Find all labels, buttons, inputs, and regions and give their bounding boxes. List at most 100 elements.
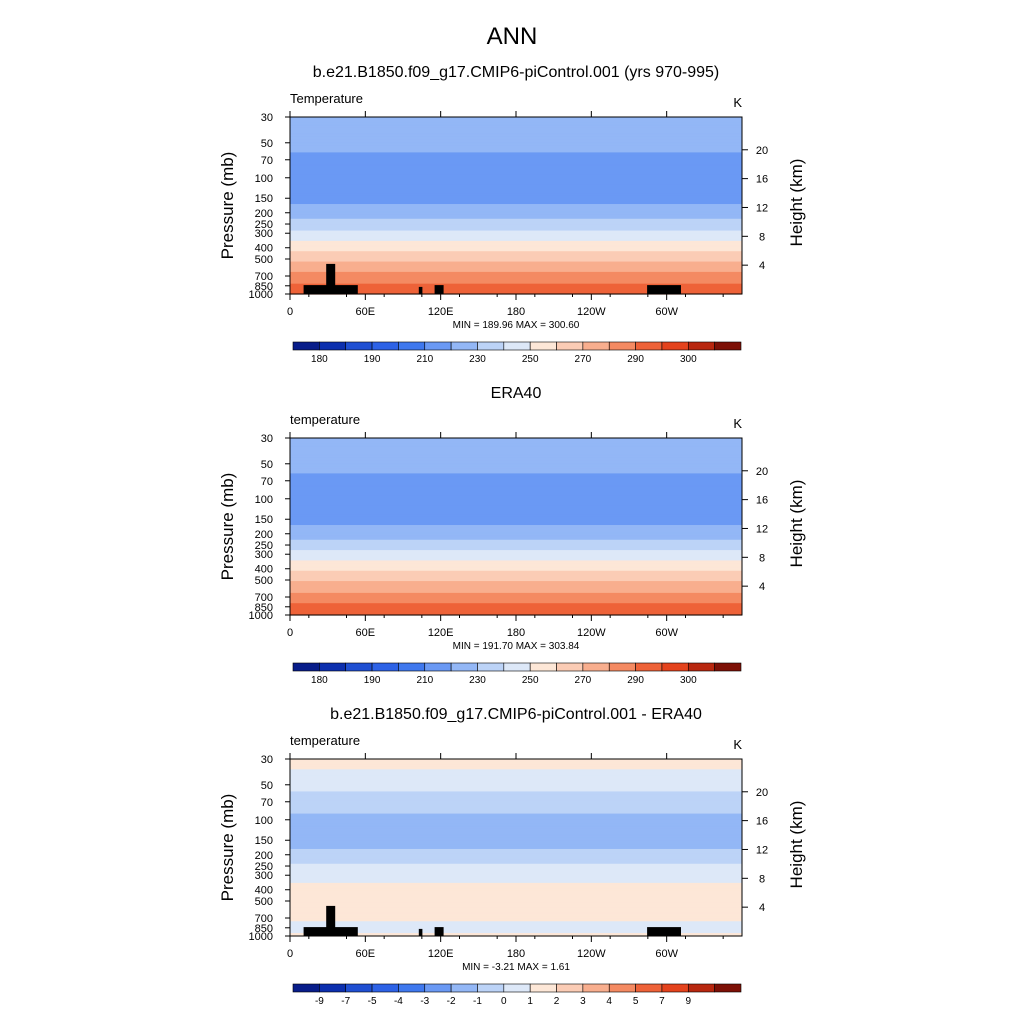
contour-band <box>290 597 742 600</box>
contour-band <box>290 526 742 529</box>
contour-band <box>290 452 742 455</box>
contour-band <box>290 176 742 179</box>
contour-band <box>290 286 742 289</box>
contour-band <box>290 142 742 145</box>
contour-band <box>290 276 742 279</box>
contour-band <box>290 809 742 812</box>
contour-band <box>290 930 742 933</box>
contour-band <box>290 868 742 871</box>
contour-band <box>290 850 742 853</box>
contour-band <box>290 183 742 186</box>
colorbar-box <box>714 983 742 993</box>
y-tick-label: 250 <box>255 219 273 231</box>
contour-band <box>290 274 742 277</box>
colorbar-box <box>529 341 557 351</box>
contour-band <box>290 573 742 576</box>
y-axis-right-label: Height (km) <box>787 801 806 889</box>
colorbar-box <box>292 983 320 993</box>
contour-band <box>290 146 742 149</box>
colorbar-label: -4 <box>394 996 403 1007</box>
contour-band <box>290 260 742 263</box>
contour-band <box>290 454 742 457</box>
contour-band <box>290 896 742 899</box>
contour-band <box>290 273 742 276</box>
contour-band <box>290 474 742 477</box>
colorbar-box <box>608 341 636 351</box>
contour-band <box>290 507 742 510</box>
colorbar-box <box>398 341 426 351</box>
contour-band <box>290 877 742 880</box>
contour-band <box>290 457 742 460</box>
contour-band <box>290 609 742 612</box>
contour-band <box>290 220 742 223</box>
contour-band <box>290 289 742 292</box>
x-tick-label: 60E <box>356 306 376 318</box>
contour-band <box>290 591 742 594</box>
colorbar-box <box>661 662 689 672</box>
contour-band <box>290 479 742 482</box>
colorbar-box <box>503 983 531 993</box>
contour-band <box>290 863 742 866</box>
contour-band <box>290 563 742 566</box>
contour-band <box>290 921 742 924</box>
contour-band <box>290 548 742 551</box>
y-right-tick-label: 20 <box>756 787 768 799</box>
contour-band <box>290 525 742 528</box>
contour-band <box>290 924 742 927</box>
topography-mask <box>647 285 681 294</box>
contour-band <box>290 878 742 881</box>
y-tick-label: 850 <box>255 281 273 293</box>
colorbar-label: 210 <box>416 675 433 686</box>
contour-band <box>290 856 742 859</box>
y-right-tick-label: 12 <box>756 844 768 856</box>
contour-band <box>290 841 742 844</box>
y-tick-label: 30 <box>261 754 273 766</box>
y-tick-label: 850 <box>255 923 273 935</box>
contour-band <box>290 451 742 454</box>
contour-band <box>290 553 742 556</box>
contour-band <box>290 470 742 473</box>
contour-band <box>290 204 742 207</box>
contour-band <box>290 847 742 850</box>
contour-band <box>290 915 742 918</box>
contour-band <box>290 170 742 173</box>
units-label: K <box>733 95 742 110</box>
y-tick-label: 150 <box>255 193 273 205</box>
contour-band <box>290 875 742 878</box>
contour-band <box>290 834 742 837</box>
contour-band <box>290 585 742 588</box>
y-right-tick-label: 16 <box>756 816 768 828</box>
contour-band <box>290 181 742 184</box>
contour-band <box>290 791 742 794</box>
colorbar-box <box>450 662 478 672</box>
colorbar-box <box>687 341 715 351</box>
contour-band <box>290 529 742 532</box>
contour-band <box>290 575 742 578</box>
panel-observation: ERA40 temperature K Pressure (mb) Height… <box>218 385 806 686</box>
x-tick-label: 180 <box>507 627 525 639</box>
contour-band <box>290 912 742 915</box>
contour-band <box>290 844 742 847</box>
y-right-tick-label: 4 <box>759 260 765 272</box>
contour-band <box>290 539 742 542</box>
contour-band <box>290 538 742 541</box>
contour-band <box>290 803 742 806</box>
y-tick-label: 150 <box>255 835 273 847</box>
contour-band <box>290 541 742 544</box>
contour-band <box>290 840 742 843</box>
contour-band <box>290 263 742 266</box>
colorbar-box <box>661 341 689 351</box>
colorbar-box <box>319 341 347 351</box>
contour-band <box>290 554 742 557</box>
y-tick-label: 250 <box>255 540 273 552</box>
contour-band <box>290 530 742 533</box>
contour-band <box>290 171 742 174</box>
y-axis-label: Pressure (mb) <box>218 152 237 260</box>
y-right-tick-label: 20 <box>756 466 768 478</box>
contour-band <box>290 257 742 260</box>
contour-band <box>290 489 742 492</box>
colorbar-label: 3 <box>580 996 586 1007</box>
colorbar-box <box>714 662 742 672</box>
x-tick-label: 180 <box>507 306 525 318</box>
